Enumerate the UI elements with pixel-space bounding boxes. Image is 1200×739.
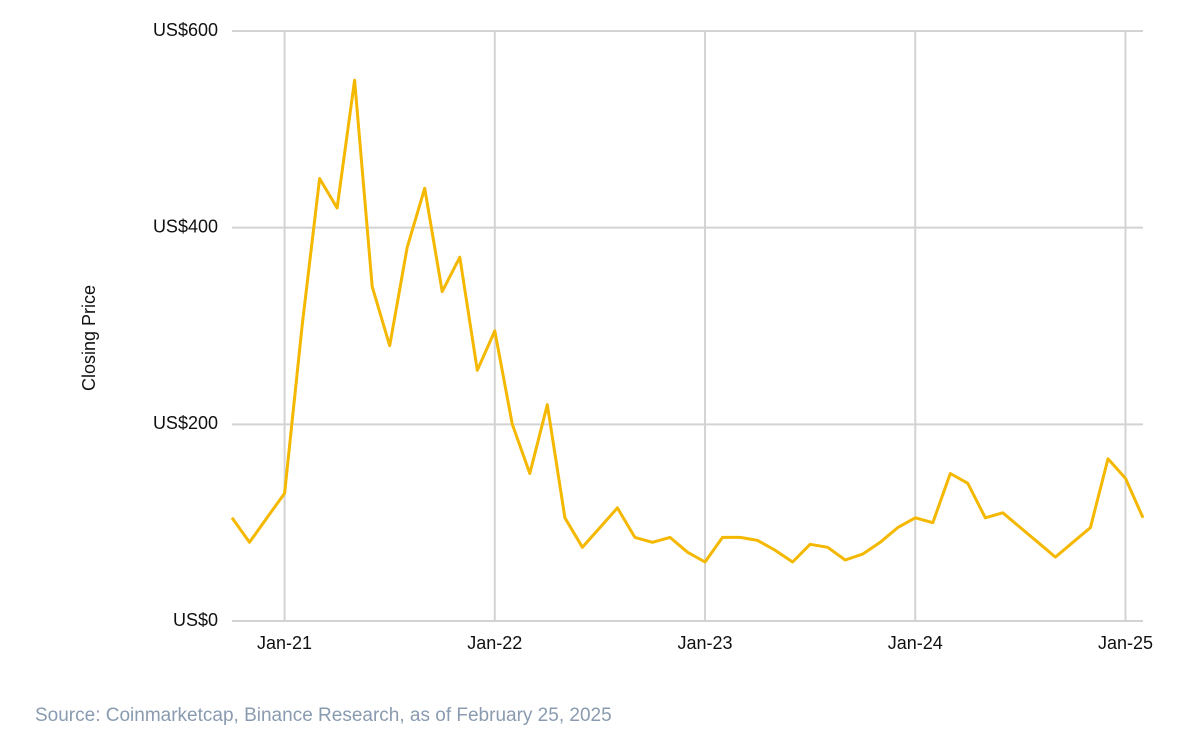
source-note: Source: Coinmarketcap, Binance Research,… bbox=[35, 705, 612, 726]
y-axis-label: Closing Price bbox=[79, 285, 99, 391]
x-tick-label: Jan-21 bbox=[257, 633, 312, 653]
x-tick-label: Jan-22 bbox=[467, 633, 522, 653]
y-tick-label: US$400 bbox=[153, 216, 218, 236]
x-tick-label: Jan-25 bbox=[1098, 633, 1153, 653]
y-tick-label: US$200 bbox=[153, 413, 218, 433]
price-line bbox=[230, 78, 1145, 564]
x-tick-label: Jan-23 bbox=[677, 633, 732, 653]
y-tick-label: US$600 bbox=[153, 20, 218, 40]
x-tick-label: Jan-24 bbox=[888, 633, 943, 653]
y-tick-label: US$0 bbox=[173, 610, 218, 630]
